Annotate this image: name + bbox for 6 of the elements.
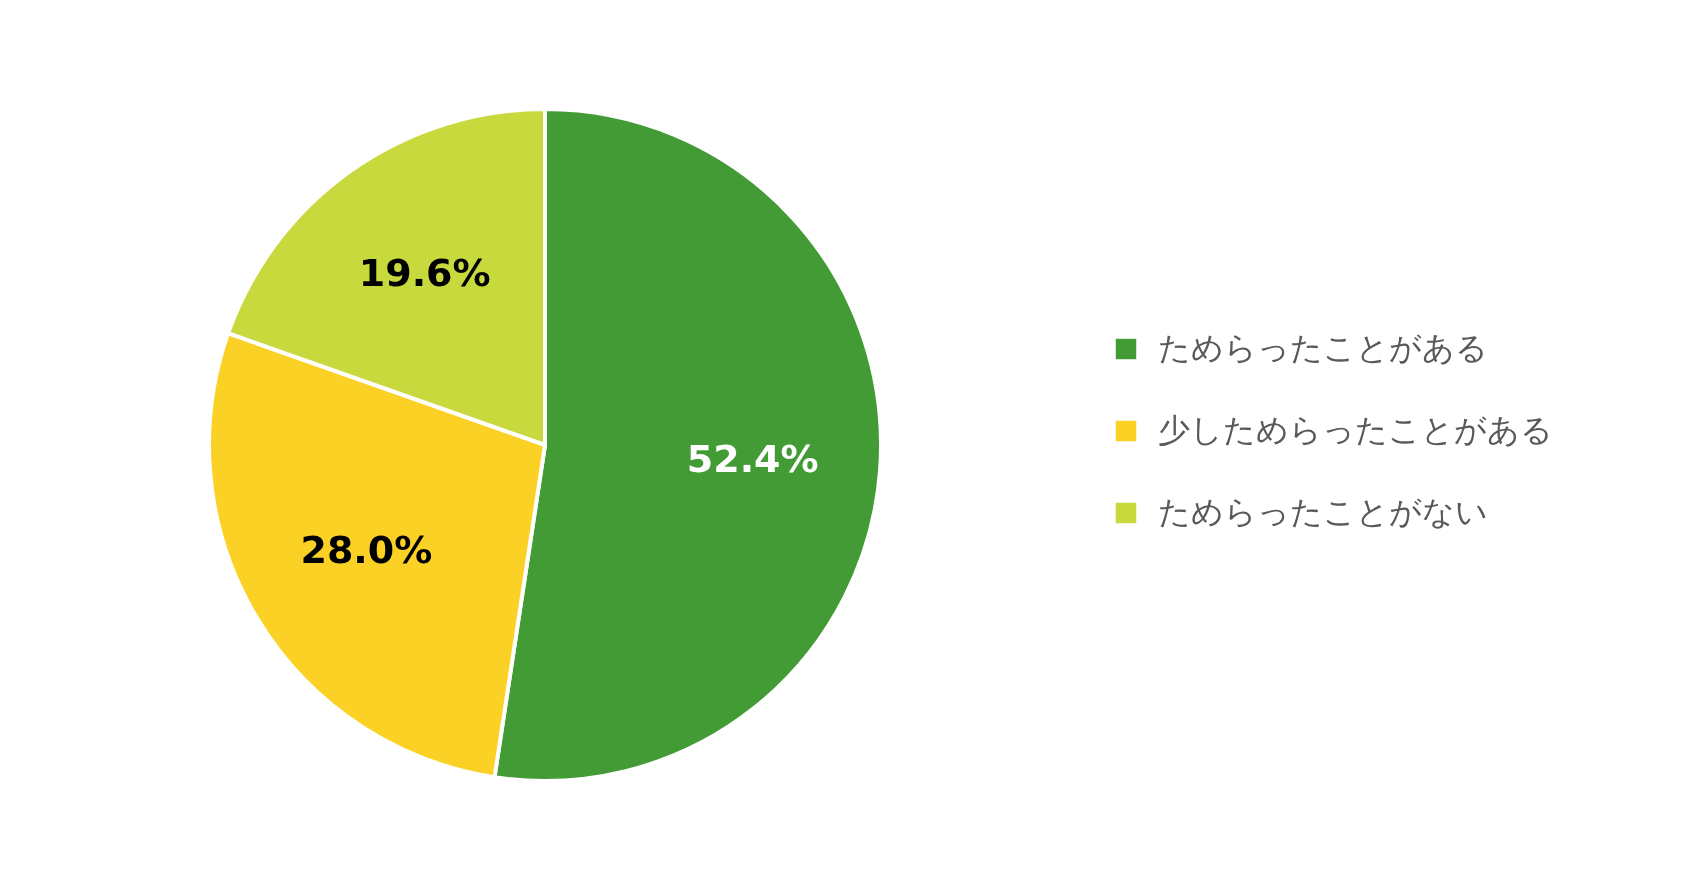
legend-label: ためらったことがある (1158, 329, 1488, 367)
data-label: 19.6% (358, 250, 491, 295)
legend-label: 少しためらったことがある (1158, 411, 1553, 449)
data-label: 28.0% (300, 528, 433, 573)
legend-label: ためらったことがない (1158, 493, 1488, 531)
data-label: 52.4% (686, 436, 819, 481)
